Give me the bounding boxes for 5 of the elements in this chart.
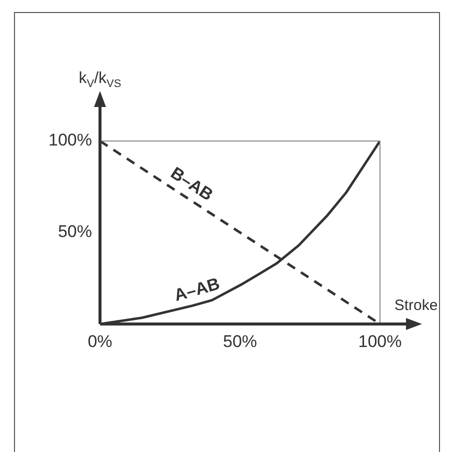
text: A–AB (172, 274, 222, 305)
x-axis-title: Stroke (394, 297, 438, 314)
x-tick-label: 0% (88, 332, 112, 351)
x-tick-label: 50% (222, 332, 258, 351)
x-tick-label: 100% (358, 332, 402, 351)
